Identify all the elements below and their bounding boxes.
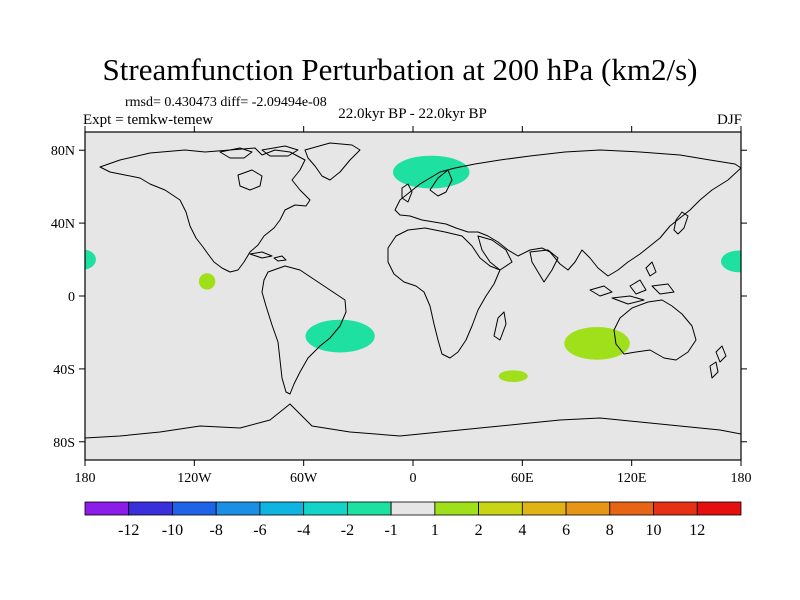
anomaly-west-pacific-edge <box>85 249 96 270</box>
colorbar-label: -8 <box>210 522 223 539</box>
x-tick-label: 180 <box>731 471 752 486</box>
y-tick-label: 80S <box>53 436 75 451</box>
coastline-japan <box>673 211 689 235</box>
coastline-india <box>529 249 559 283</box>
x-tick-label: 0 <box>410 471 417 486</box>
colorbar-swatch <box>303 501 348 516</box>
x-tick-label: 180 <box>75 471 96 486</box>
anomaly-layer <box>85 155 741 383</box>
colorbar-swatch <box>259 501 305 516</box>
coastline-britain <box>401 183 413 203</box>
colorbar-label: -6 <box>253 522 266 539</box>
colorbar-swatch <box>609 501 654 516</box>
coastline-eurasia <box>394 149 741 277</box>
x-tick-label: 60W <box>290 471 318 486</box>
anomaly-north-atlantic-high-lat <box>392 155 470 189</box>
coastline-hudson-bay <box>237 169 263 191</box>
x-tick-label: 120W <box>177 471 212 486</box>
chart-title: Streamfunction Perturbation at 200 hPa (… <box>102 52 698 87</box>
coastline-arctic-islands <box>219 145 299 159</box>
coastline-madagascar <box>493 311 507 341</box>
colorbar-swatch <box>521 501 567 516</box>
x-tick-label: 120E <box>617 471 647 486</box>
experiment-label: Expt = temkw-temew <box>83 112 214 128</box>
colorbar-swatch <box>390 501 436 516</box>
colorbar-swatch <box>346 501 392 516</box>
colorbar-swatch <box>565 501 611 516</box>
axis-ticks: 180 120W 60W 0 60E 120E 180 80N 40N 0 40S 80S <box>51 126 752 486</box>
coastline-new-zealand <box>709 345 727 379</box>
coastline-south-america <box>261 265 347 395</box>
colorbar-label: -2 <box>341 522 354 539</box>
anomaly-east-pacific-tropics <box>198 273 216 290</box>
colorbar-swatch <box>84 501 130 516</box>
anomaly-southwest-indian-ocean <box>498 370 528 383</box>
colorbar-label: 10 <box>646 522 662 539</box>
period-label: 22.0kyr BP - 22.0kyr BP <box>338 106 487 122</box>
coastline-arabia <box>477 235 513 271</box>
coastline-caribbean <box>249 251 287 262</box>
colorbar: -12 -10 -8 -6 -4 -2 -1 1 2 4 6 8 10 12 <box>84 501 742 539</box>
colorbar-label: 12 <box>689 522 705 539</box>
colorbar-swatch <box>696 501 742 516</box>
coastline-scandinavia <box>429 169 453 197</box>
y-tick-label: 40N <box>51 217 75 232</box>
coastline-indonesia <box>589 261 675 305</box>
anomaly-south-indian-ocean <box>564 326 630 360</box>
x-tick-label: 60E <box>511 471 534 486</box>
colorbar-swatch <box>172 501 217 516</box>
colorbar-label: 1 <box>431 522 439 539</box>
colorbar-swatch <box>478 501 523 516</box>
colorbar-swatch <box>653 501 698 516</box>
y-tick-label: 0 <box>68 290 75 305</box>
coastline-africa <box>387 227 501 359</box>
stats-text: rmsd= 0.430473 diff= -2.09494e-08 <box>125 95 327 110</box>
colorbar-label: 4 <box>518 522 526 539</box>
colorbar-swatch <box>215 501 261 516</box>
coastline-australia <box>613 299 697 361</box>
colorbar-label: 6 <box>562 522 570 539</box>
colorbar-label: -4 <box>297 522 310 539</box>
season-label: DJF <box>716 112 742 128</box>
coastline-north-america <box>99 147 311 273</box>
colorbar-swatch <box>434 501 480 516</box>
coastline-antarctica <box>85 403 741 439</box>
coastline-greenland <box>304 142 361 181</box>
colorbar-swatch <box>128 501 173 516</box>
colorbar-label: -1 <box>384 522 397 539</box>
anomaly-east-pacific-edge <box>720 250 741 273</box>
y-tick-label: 80N <box>51 144 75 159</box>
coastlines <box>85 142 741 439</box>
y-tick-label: 40S <box>53 363 75 378</box>
colorbar-label: -12 <box>118 522 139 539</box>
colorbar-label: 8 <box>606 522 614 539</box>
colorbar-label: -10 <box>162 522 183 539</box>
colorbar-label: 2 <box>475 522 483 539</box>
